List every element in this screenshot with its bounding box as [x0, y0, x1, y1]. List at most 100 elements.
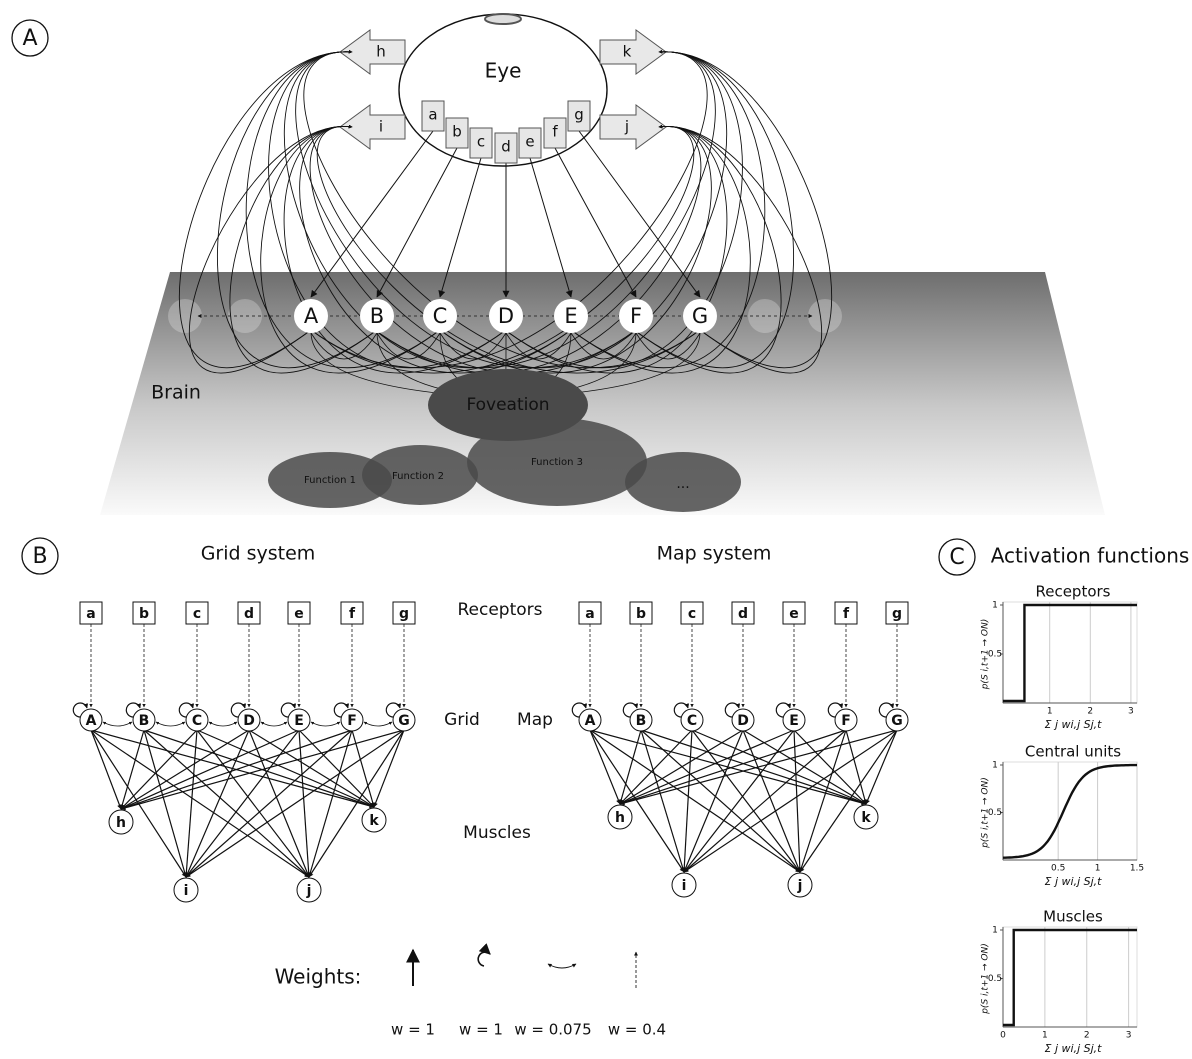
foveation-label: Foveation: [466, 395, 549, 415]
y-axis-label: p(S i,t+1 → ON): [981, 777, 991, 849]
receptor-label: c: [688, 606, 696, 622]
receptor-label: a: [585, 606, 594, 622]
y-tick-label: 1: [992, 926, 998, 936]
faded-unit: [168, 299, 202, 333]
muscles-row-label: Muscles: [463, 823, 531, 843]
motor-link: [800, 730, 846, 872]
central-unit-label: A: [304, 304, 319, 328]
central-unit-label: B: [370, 304, 384, 328]
weight-lateral: [548, 964, 576, 968]
central-unit-label: B: [139, 713, 150, 729]
muscle-label: j: [624, 118, 629, 136]
receptor-label: g: [892, 606, 902, 622]
central-unit-label: C: [433, 304, 448, 328]
motor-link: [309, 730, 352, 877]
weight-value: w = 0.4: [608, 1021, 666, 1039]
receptor-label: b: [139, 606, 149, 622]
motor-link: [121, 730, 404, 809]
central-unit-label: G: [891, 713, 903, 729]
receptor-label: g: [574, 106, 584, 124]
receptor-label: c: [477, 133, 485, 151]
motor-link: [91, 730, 309, 877]
panel-label: B: [32, 544, 47, 569]
central-unit-label: D: [737, 713, 749, 729]
eye-lens: [485, 14, 521, 24]
map-row-label: Map: [517, 710, 553, 730]
lateral-link: [261, 722, 287, 726]
receptor-label: e: [525, 133, 534, 151]
central-unit-label: C: [687, 713, 697, 729]
receptor-label: c: [193, 606, 201, 622]
muscle-label: k: [369, 813, 379, 829]
function-label: Function 1: [304, 475, 356, 486]
x-tick-label: 1: [1042, 1031, 1048, 1041]
central-unit-label: E: [564, 304, 577, 328]
function-label: Function 2: [392, 471, 444, 482]
receptor-label: d: [244, 606, 254, 622]
x-axis-label: Σ j wi,j Sj,t: [1045, 875, 1103, 888]
muscle-label: i: [682, 878, 687, 894]
receptor-label: b: [452, 123, 462, 141]
muscle-label: h: [116, 815, 126, 831]
muscle-arrow: [600, 105, 666, 149]
x-tick-label: 1: [1095, 864, 1101, 874]
central-unit-label: D: [498, 304, 514, 328]
faded-unit: [808, 299, 842, 333]
x-tick-label: 2: [1087, 707, 1093, 717]
panel-label: A: [22, 26, 37, 51]
receptor-label: d: [738, 606, 748, 622]
central-unit-label: D: [243, 713, 255, 729]
x-axis-label: Σ j wi,j Sj,t: [1045, 718, 1103, 731]
motor-link: [866, 730, 897, 804]
function-label: ...: [676, 476, 689, 492]
motor-link: [641, 730, 866, 804]
lateral-link: [311, 722, 340, 726]
lateral-link: [209, 722, 237, 726]
plot-title: Central units: [1025, 743, 1121, 761]
receptor-label: f: [552, 123, 558, 141]
motor-link: [684, 730, 743, 872]
weight-loop: [478, 952, 490, 966]
x-tick-label: 1.5: [1130, 864, 1144, 874]
receptor-label: e: [789, 606, 799, 622]
y-axis-label: p(S i,t+1 → ON): [981, 943, 991, 1015]
x-tick-label: 0.5: [1051, 864, 1065, 874]
receptor-label: d: [501, 138, 511, 156]
motor-link: [641, 730, 684, 872]
motor-link: [144, 730, 186, 877]
x-axis-label: Σ j wi,j Sj,t: [1045, 1042, 1103, 1055]
receptor-label: f: [843, 606, 850, 622]
receptors-row-label: Receptors: [457, 600, 542, 620]
motor-link: [590, 730, 620, 804]
receptor-label: g: [399, 606, 409, 622]
receptor-label: a: [428, 106, 437, 124]
y-tick-label: 1: [992, 761, 998, 771]
motor-link: [794, 730, 800, 872]
receptor-label: a: [86, 606, 95, 622]
figure: ABrainFunction 1Function 2Function 3...E…: [0, 0, 1192, 1059]
muscle-label: k: [861, 810, 871, 826]
central-unit-label: A: [585, 713, 596, 729]
central-unit-label: A: [86, 713, 97, 729]
muscle-label: i: [184, 883, 189, 899]
plot-frame: [1003, 762, 1137, 860]
muscle-label: h: [615, 810, 625, 826]
y-axis-label: p(S i,t+1 → ON): [981, 619, 991, 691]
central-unit-label: F: [841, 713, 851, 729]
muscle-label: j: [797, 878, 803, 894]
motor-link: [684, 730, 692, 872]
plot-title: Receptors: [1035, 583, 1110, 601]
muscle-arrow: [600, 30, 666, 74]
weights-label: Weights:: [275, 965, 362, 989]
panel-label: C: [949, 545, 964, 570]
lateral-link: [364, 722, 392, 726]
map-title: Map system: [657, 543, 772, 565]
central-unit-label: F: [630, 304, 642, 328]
receptor-label: b: [636, 606, 646, 622]
receptor-label: e: [294, 606, 304, 622]
central-unit-label: E: [294, 713, 304, 729]
x-tick-label: 3: [1128, 707, 1134, 717]
brain-label: Brain: [151, 382, 201, 404]
lateral-link: [103, 722, 132, 726]
grid-row-label: Grid: [444, 710, 480, 730]
